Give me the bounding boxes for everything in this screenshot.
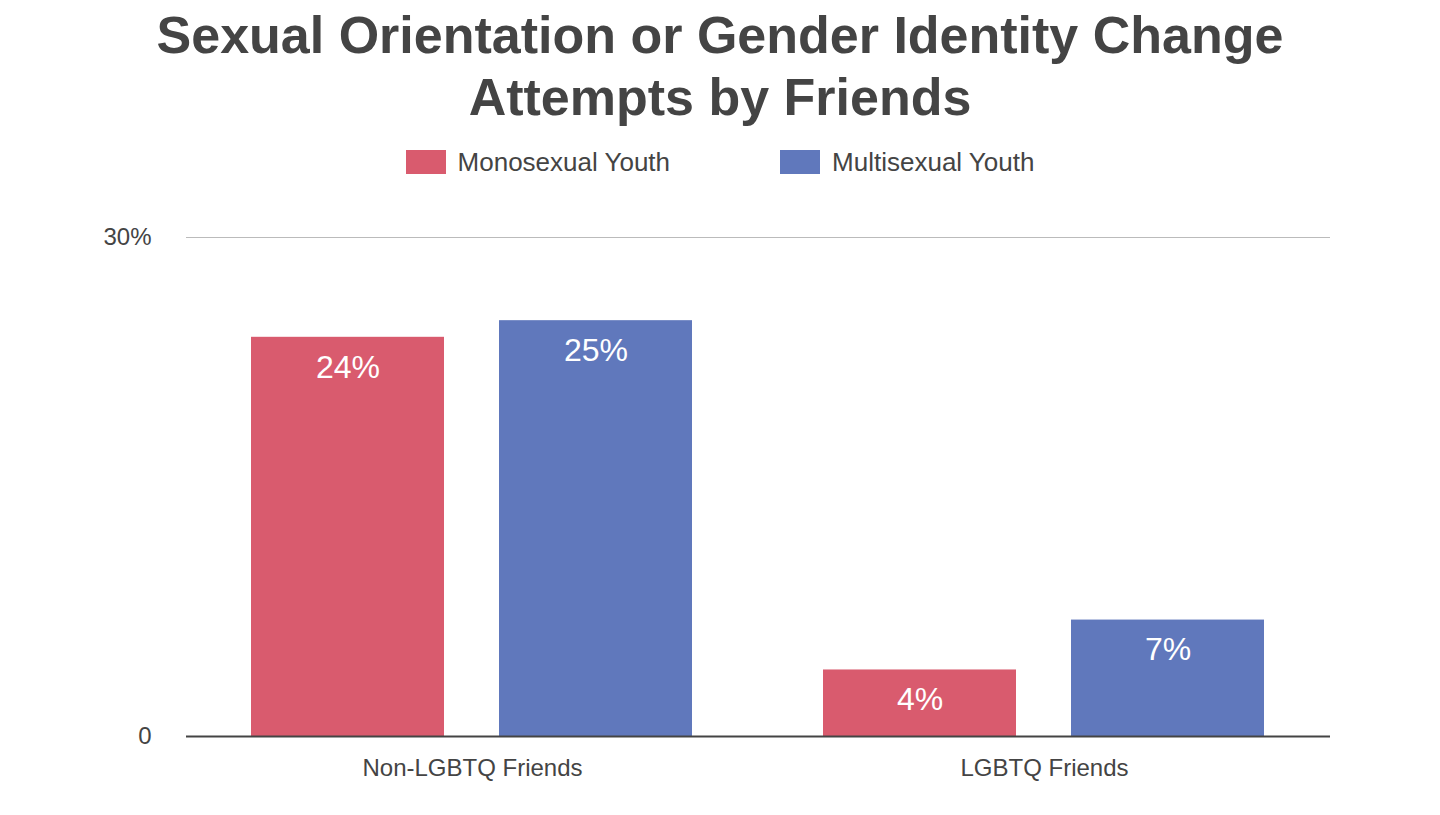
svg-text:7%: 7%	[1145, 631, 1191, 667]
svg-text:Non-LGBTQ Friends: Non-LGBTQ Friends	[362, 754, 582, 781]
svg-text:4%: 4%	[897, 681, 943, 717]
svg-text:LGBTQ Friends: LGBTQ Friends	[960, 754, 1128, 781]
svg-text:30%: 30%	[103, 223, 151, 250]
svg-text:25%: 25%	[564, 332, 628, 368]
html-text:Sexual Orientation or Gender I: Sexual Orientation or Gender Identity Ch…	[156, 6, 1284, 126]
svg-text:24%: 24%	[316, 349, 380, 385]
svg-text:0: 0	[138, 722, 151, 749]
html-text:Multisexual Youth: Multisexual Youth	[832, 146, 1035, 177]
html-text:Monosexual Youth: Monosexual Youth	[457, 146, 671, 177]
